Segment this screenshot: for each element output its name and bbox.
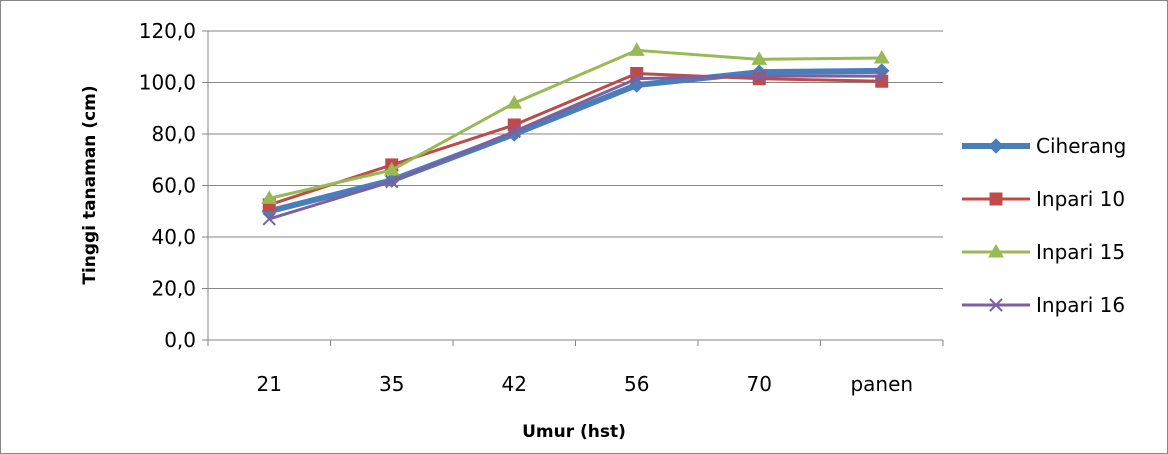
legend-entry: Inpari 10 bbox=[962, 187, 1125, 211]
y-tick-label: 60,0 bbox=[151, 174, 196, 198]
x-tick-label: panen bbox=[850, 372, 913, 396]
x-tick-labels: 21 35 42 56 70 panen bbox=[257, 372, 914, 396]
y-tick-label: 20,0 bbox=[151, 277, 196, 301]
legend-label: Inpari 16 bbox=[1036, 293, 1125, 317]
y-tick-label: 80,0 bbox=[151, 122, 196, 146]
legend-label: Inpari 10 bbox=[1036, 187, 1125, 211]
y-tick-label: 120,0 bbox=[139, 19, 196, 43]
data-point bbox=[873, 50, 890, 64]
data-point bbox=[507, 124, 521, 139]
data-point bbox=[383, 162, 400, 176]
y-axis-title: Tinggi tanaman (cm) bbox=[80, 85, 100, 284]
y-tick-label: 40,0 bbox=[151, 225, 196, 249]
legend-marker bbox=[989, 192, 1003, 206]
data-point bbox=[630, 71, 644, 86]
axes bbox=[202, 30, 944, 346]
series-line bbox=[268, 48, 882, 200]
y-tick-labels: 0,0 20,0 40,0 60,0 80,0 100,0 120,0 bbox=[139, 19, 196, 352]
series-line bbox=[268, 67, 882, 215]
legend-label: Inpari 15 bbox=[1036, 240, 1125, 264]
x-tick-label: 42 bbox=[502, 372, 527, 396]
series-inpari-16 bbox=[262, 69, 889, 226]
data-point bbox=[752, 69, 766, 83]
legend-marker bbox=[989, 298, 1003, 312]
series-group bbox=[261, 42, 890, 226]
x-tick-label: 56 bbox=[624, 372, 649, 396]
series-inpari-15 bbox=[261, 42, 890, 204]
x-axis-title: Umur (hst) bbox=[522, 422, 626, 442]
legend-entry: Ciherang bbox=[962, 134, 1126, 158]
marker-stroke bbox=[507, 124, 521, 139]
marker-stroke bbox=[989, 298, 1003, 312]
legend-label: Ciherang bbox=[1036, 134, 1126, 158]
marker-stroke bbox=[752, 69, 766, 83]
data-point bbox=[875, 69, 889, 83]
series-line bbox=[268, 71, 882, 207]
data-point bbox=[385, 174, 399, 189]
x-tick-label: 35 bbox=[379, 372, 404, 396]
y-tick-label: 100,0 bbox=[139, 71, 196, 95]
legend: Ciherang Inpari 10 Inpari 15 Inpari 16 bbox=[962, 134, 1126, 317]
marker-stroke bbox=[630, 71, 644, 86]
y-tick-label: 0,0 bbox=[164, 328, 196, 352]
x-tick-label: 21 bbox=[257, 372, 282, 396]
legend-marker bbox=[988, 244, 1004, 258]
series-line bbox=[268, 74, 882, 221]
series-ciherang bbox=[261, 63, 890, 219]
marker-stroke bbox=[385, 174, 399, 189]
legend-entry: Inpari 16 bbox=[962, 293, 1125, 317]
legend-marker bbox=[988, 138, 1004, 154]
data-point bbox=[752, 72, 766, 86]
data-point bbox=[751, 51, 768, 65]
legend-entry: Inpari 15 bbox=[962, 240, 1125, 264]
marker-stroke bbox=[875, 69, 889, 83]
x-tick-label: 70 bbox=[747, 372, 772, 396]
data-point bbox=[628, 42, 645, 56]
data-point bbox=[262, 212, 276, 226]
marker-stroke bbox=[262, 212, 276, 226]
data-point bbox=[261, 190, 278, 204]
data-point bbox=[506, 95, 523, 109]
